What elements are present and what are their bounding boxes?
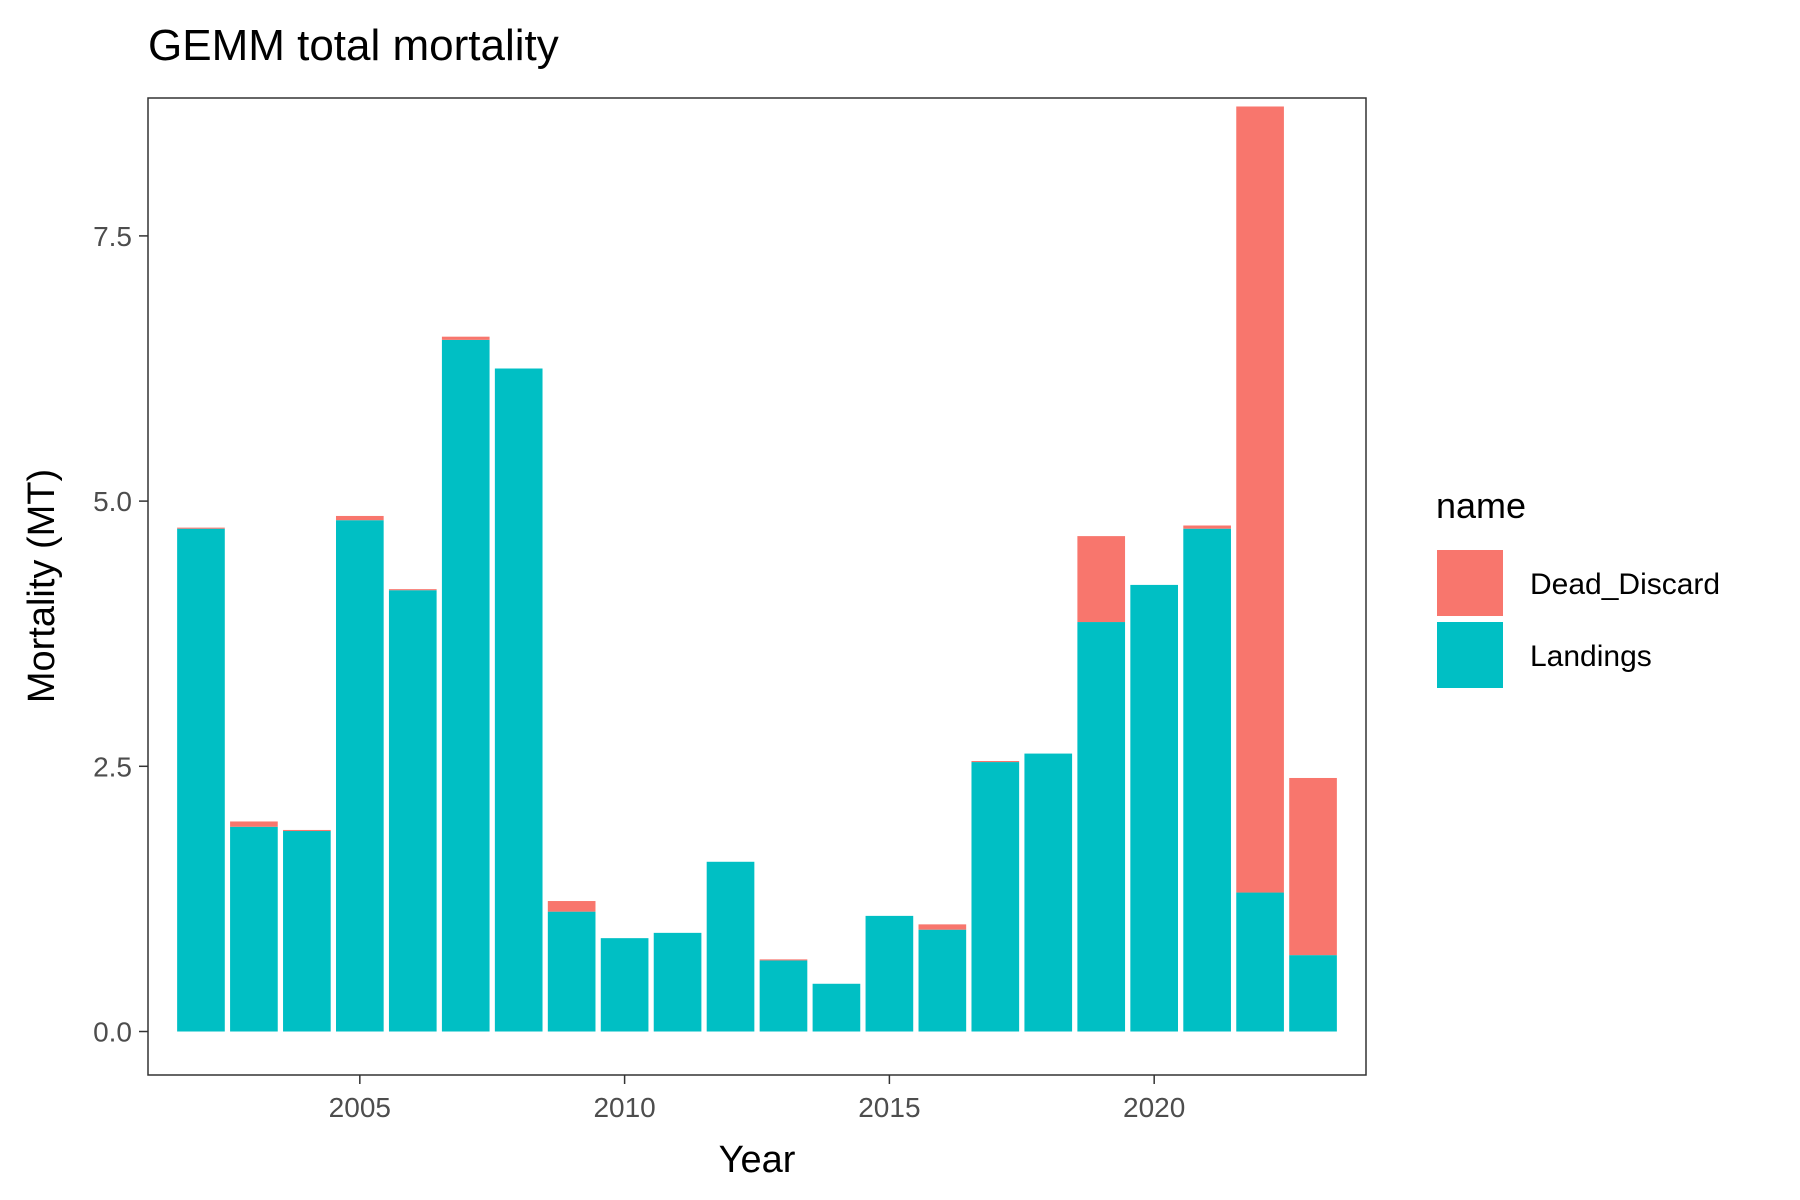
bar-landings-2008 bbox=[494, 368, 543, 1032]
bar-landings-2022 bbox=[1236, 892, 1284, 1032]
bar-dead-discard-2002 bbox=[177, 527, 225, 529]
legend: name Dead_Discard Landings bbox=[1436, 485, 1720, 688]
bar-dead-discard-2016 bbox=[918, 924, 967, 930]
y-tick-label: 5.0 bbox=[93, 486, 132, 517]
bar-landings-2020 bbox=[1130, 584, 1179, 1032]
bar-dead-discard-2004 bbox=[283, 829, 331, 832]
panel-border bbox=[147, 97, 1367, 1076]
bar-dead-discard-2006 bbox=[388, 589, 437, 591]
y-tick-label: 2.5 bbox=[93, 751, 132, 782]
bar-landings-2023 bbox=[1289, 955, 1337, 1032]
bar-dead-discard-2019 bbox=[1077, 536, 1126, 623]
y-axis: 0.0 2.5 5.0 7.5 bbox=[93, 221, 148, 1048]
x-axis: 2005 2010 2015 2020 bbox=[329, 1075, 1185, 1123]
bar-dead-discard-2013 bbox=[759, 959, 808, 961]
bar-dead-discard-2005 bbox=[335, 515, 384, 521]
legend-title: name bbox=[1436, 485, 1526, 526]
bar-dead-discard-2007 bbox=[441, 336, 490, 340]
bar-landings-2015 bbox=[865, 915, 914, 1032]
x-tick-label: 2010 bbox=[593, 1092, 655, 1123]
bar-landings-2013 bbox=[759, 960, 808, 1032]
bar-dead-discard-2022 bbox=[1236, 106, 1284, 893]
bar-landings-2002 bbox=[177, 528, 225, 1032]
legend-label-landings: Landings bbox=[1530, 640, 1652, 673]
bar-landings-2003 bbox=[230, 826, 278, 1032]
legend-label-dead-discard: Dead_Discard bbox=[1530, 568, 1720, 601]
bar-landings-2010 bbox=[600, 938, 649, 1032]
chart-title: GEMM total mortality bbox=[148, 21, 559, 70]
x-tick-label: 2020 bbox=[1123, 1092, 1185, 1123]
bar-dead-discard-2017 bbox=[971, 761, 1020, 763]
bar-landings-2017 bbox=[971, 762, 1020, 1032]
bar-landings-2005 bbox=[335, 520, 384, 1032]
bar-dead-discard-2021 bbox=[1183, 525, 1231, 529]
bar-dead-discard-2009 bbox=[547, 901, 596, 912]
bar-dead-discard-2023 bbox=[1289, 777, 1337, 956]
y-tick-label: 0.0 bbox=[93, 1017, 132, 1048]
bar-landings-2006 bbox=[388, 590, 437, 1032]
bar-landings-2016 bbox=[918, 929, 967, 1032]
bar-landings-2012 bbox=[706, 861, 755, 1032]
bar-landings-2018 bbox=[1024, 753, 1073, 1032]
bar-landings-2004 bbox=[283, 831, 331, 1032]
y-axis-title: Mortality (MT) bbox=[21, 469, 63, 703]
plot-area bbox=[177, 106, 1337, 1032]
bar-landings-2019 bbox=[1077, 622, 1126, 1032]
bar-landings-2011 bbox=[653, 932, 702, 1032]
bar-landings-2021 bbox=[1183, 528, 1231, 1032]
x-tick-label: 2005 bbox=[329, 1092, 391, 1123]
bar-landings-2009 bbox=[547, 911, 596, 1032]
bar-landings-2014 bbox=[812, 983, 861, 1032]
legend-key-dead-discard bbox=[1437, 550, 1503, 616]
x-axis-title: Year bbox=[719, 1139, 796, 1181]
legend-key-landings bbox=[1437, 622, 1503, 688]
bar-dead-discard-2003 bbox=[230, 821, 278, 827]
x-tick-label: 2015 bbox=[858, 1092, 920, 1123]
bar-landings-2007 bbox=[441, 339, 490, 1032]
y-tick-label: 7.5 bbox=[93, 221, 132, 252]
